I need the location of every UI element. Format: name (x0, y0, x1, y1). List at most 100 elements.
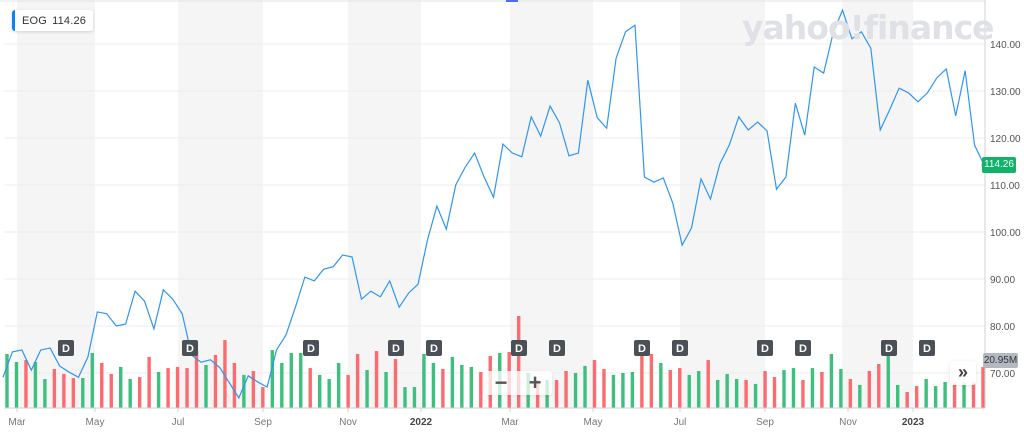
volume-bar (668, 370, 673, 408)
volume-bar (516, 316, 521, 408)
dividend-marker-box (182, 340, 198, 356)
dividend-marker-label: D (62, 343, 70, 355)
volume-bar (602, 369, 606, 408)
dividend-marker[interactable]: D (634, 340, 650, 356)
volume-bar (782, 370, 786, 408)
price-line (2, 8, 985, 400)
volume-bar (52, 369, 57, 408)
dividend-marker[interactable]: D (672, 340, 688, 356)
volume-bar (877, 363, 881, 408)
dividend-marker[interactable]: D (881, 340, 897, 356)
dividend-marker[interactable]: D (919, 340, 935, 356)
scroll-right-button[interactable]: » (950, 361, 976, 385)
volume-bar (479, 371, 483, 408)
dividend-marker-label: D (799, 343, 807, 355)
volume-bar (659, 362, 663, 408)
legend-chip[interactable]: EOG 114.26 (12, 10, 94, 31)
x-tick-label: Nov (839, 417, 857, 428)
dividend-marker-label: D (392, 343, 400, 355)
volume-bar (90, 353, 94, 408)
zoom-out-button[interactable]: − (494, 370, 508, 395)
volume-bar (791, 368, 796, 408)
month-bands (17, 0, 913, 408)
dividend-marker-box (511, 340, 527, 356)
dividend-marker[interactable]: D (795, 340, 811, 356)
yahoo-finance-logo: yahoo!finance (742, 8, 995, 47)
month-band (680, 0, 765, 408)
dividend-marker-label: D (885, 343, 893, 355)
volume-bar (213, 354, 218, 408)
volume-bar (450, 356, 455, 408)
volume-bar (185, 368, 189, 408)
dividend-marker-box (672, 340, 688, 356)
volume-bar (412, 387, 417, 408)
month-band (348, 0, 421, 408)
volume-bar (100, 362, 104, 408)
zoom-controls: − + (484, 371, 552, 395)
dividend-marker-box (426, 340, 442, 356)
volume-bar (820, 371, 824, 408)
volume-bar (611, 374, 616, 408)
volume-bar (355, 353, 360, 408)
x-tick-label: Nov (339, 417, 357, 428)
dividend-marker-label: D (638, 343, 646, 355)
month-band (842, 0, 913, 408)
range-indicator[interactable] (506, 0, 518, 2)
volume-bar (204, 364, 208, 408)
volume-bar (403, 387, 407, 408)
volume-bar (166, 368, 170, 408)
volume-bar (564, 371, 568, 408)
volume-bar (422, 353, 426, 408)
volume-bar (384, 371, 388, 408)
dividend-marker[interactable]: D (388, 340, 404, 356)
legend-price: 114.26 (52, 14, 87, 27)
dividend-marker[interactable]: D (303, 340, 319, 356)
volume-bar (924, 379, 928, 408)
volume-bar (346, 374, 350, 408)
volume-bar (933, 386, 938, 408)
volume-bar (119, 366, 123, 408)
dividend-marker[interactable]: D (426, 340, 442, 356)
dividend-marker[interactable]: D (182, 340, 198, 356)
volume-bar (289, 353, 293, 408)
volume-bar (156, 371, 161, 408)
volume-bar (81, 378, 85, 408)
volume-bar (583, 365, 587, 408)
dividend-marker-box (634, 340, 650, 356)
y-tick-label: 130.00 (990, 87, 1021, 98)
volume-bar (725, 373, 729, 408)
y-tick-label: 110.00 (990, 181, 1020, 192)
volume-bar (962, 381, 966, 408)
volume-bar (649, 353, 654, 408)
volume-bar (905, 391, 909, 408)
dividend-marker[interactable]: D (511, 340, 527, 356)
x-tick-label: Jul (172, 417, 185, 428)
zoom-in-button[interactable]: + (528, 370, 542, 395)
volume-bar (829, 353, 834, 408)
dividend-marker[interactable]: D (757, 340, 773, 356)
gridlines (0, 0, 985, 374)
volume-bar (24, 360, 28, 408)
volume-bar (592, 360, 597, 408)
volume-bar (858, 384, 862, 408)
volume-bar (952, 381, 957, 408)
y-tick-label: 80.00 (990, 322, 1015, 333)
volume-bar (232, 362, 237, 408)
volume-bar (14, 362, 19, 408)
volume-bar (280, 362, 284, 408)
x-tick-label: Mar (501, 417, 519, 428)
volume-bar (573, 372, 578, 408)
volume-bar (839, 369, 843, 408)
x-tick-label: May (584, 417, 603, 428)
dividend-marker[interactable]: D (58, 340, 74, 356)
volume-bar (621, 372, 625, 408)
volume-bar (71, 378, 76, 408)
volume-bar (460, 364, 464, 408)
volume-bar (971, 381, 976, 408)
volume-bar (431, 362, 436, 408)
volume-bar (753, 383, 758, 408)
volume-bar (336, 362, 341, 408)
volume-bar (109, 373, 113, 408)
dividend-marker[interactable]: D (549, 340, 565, 356)
